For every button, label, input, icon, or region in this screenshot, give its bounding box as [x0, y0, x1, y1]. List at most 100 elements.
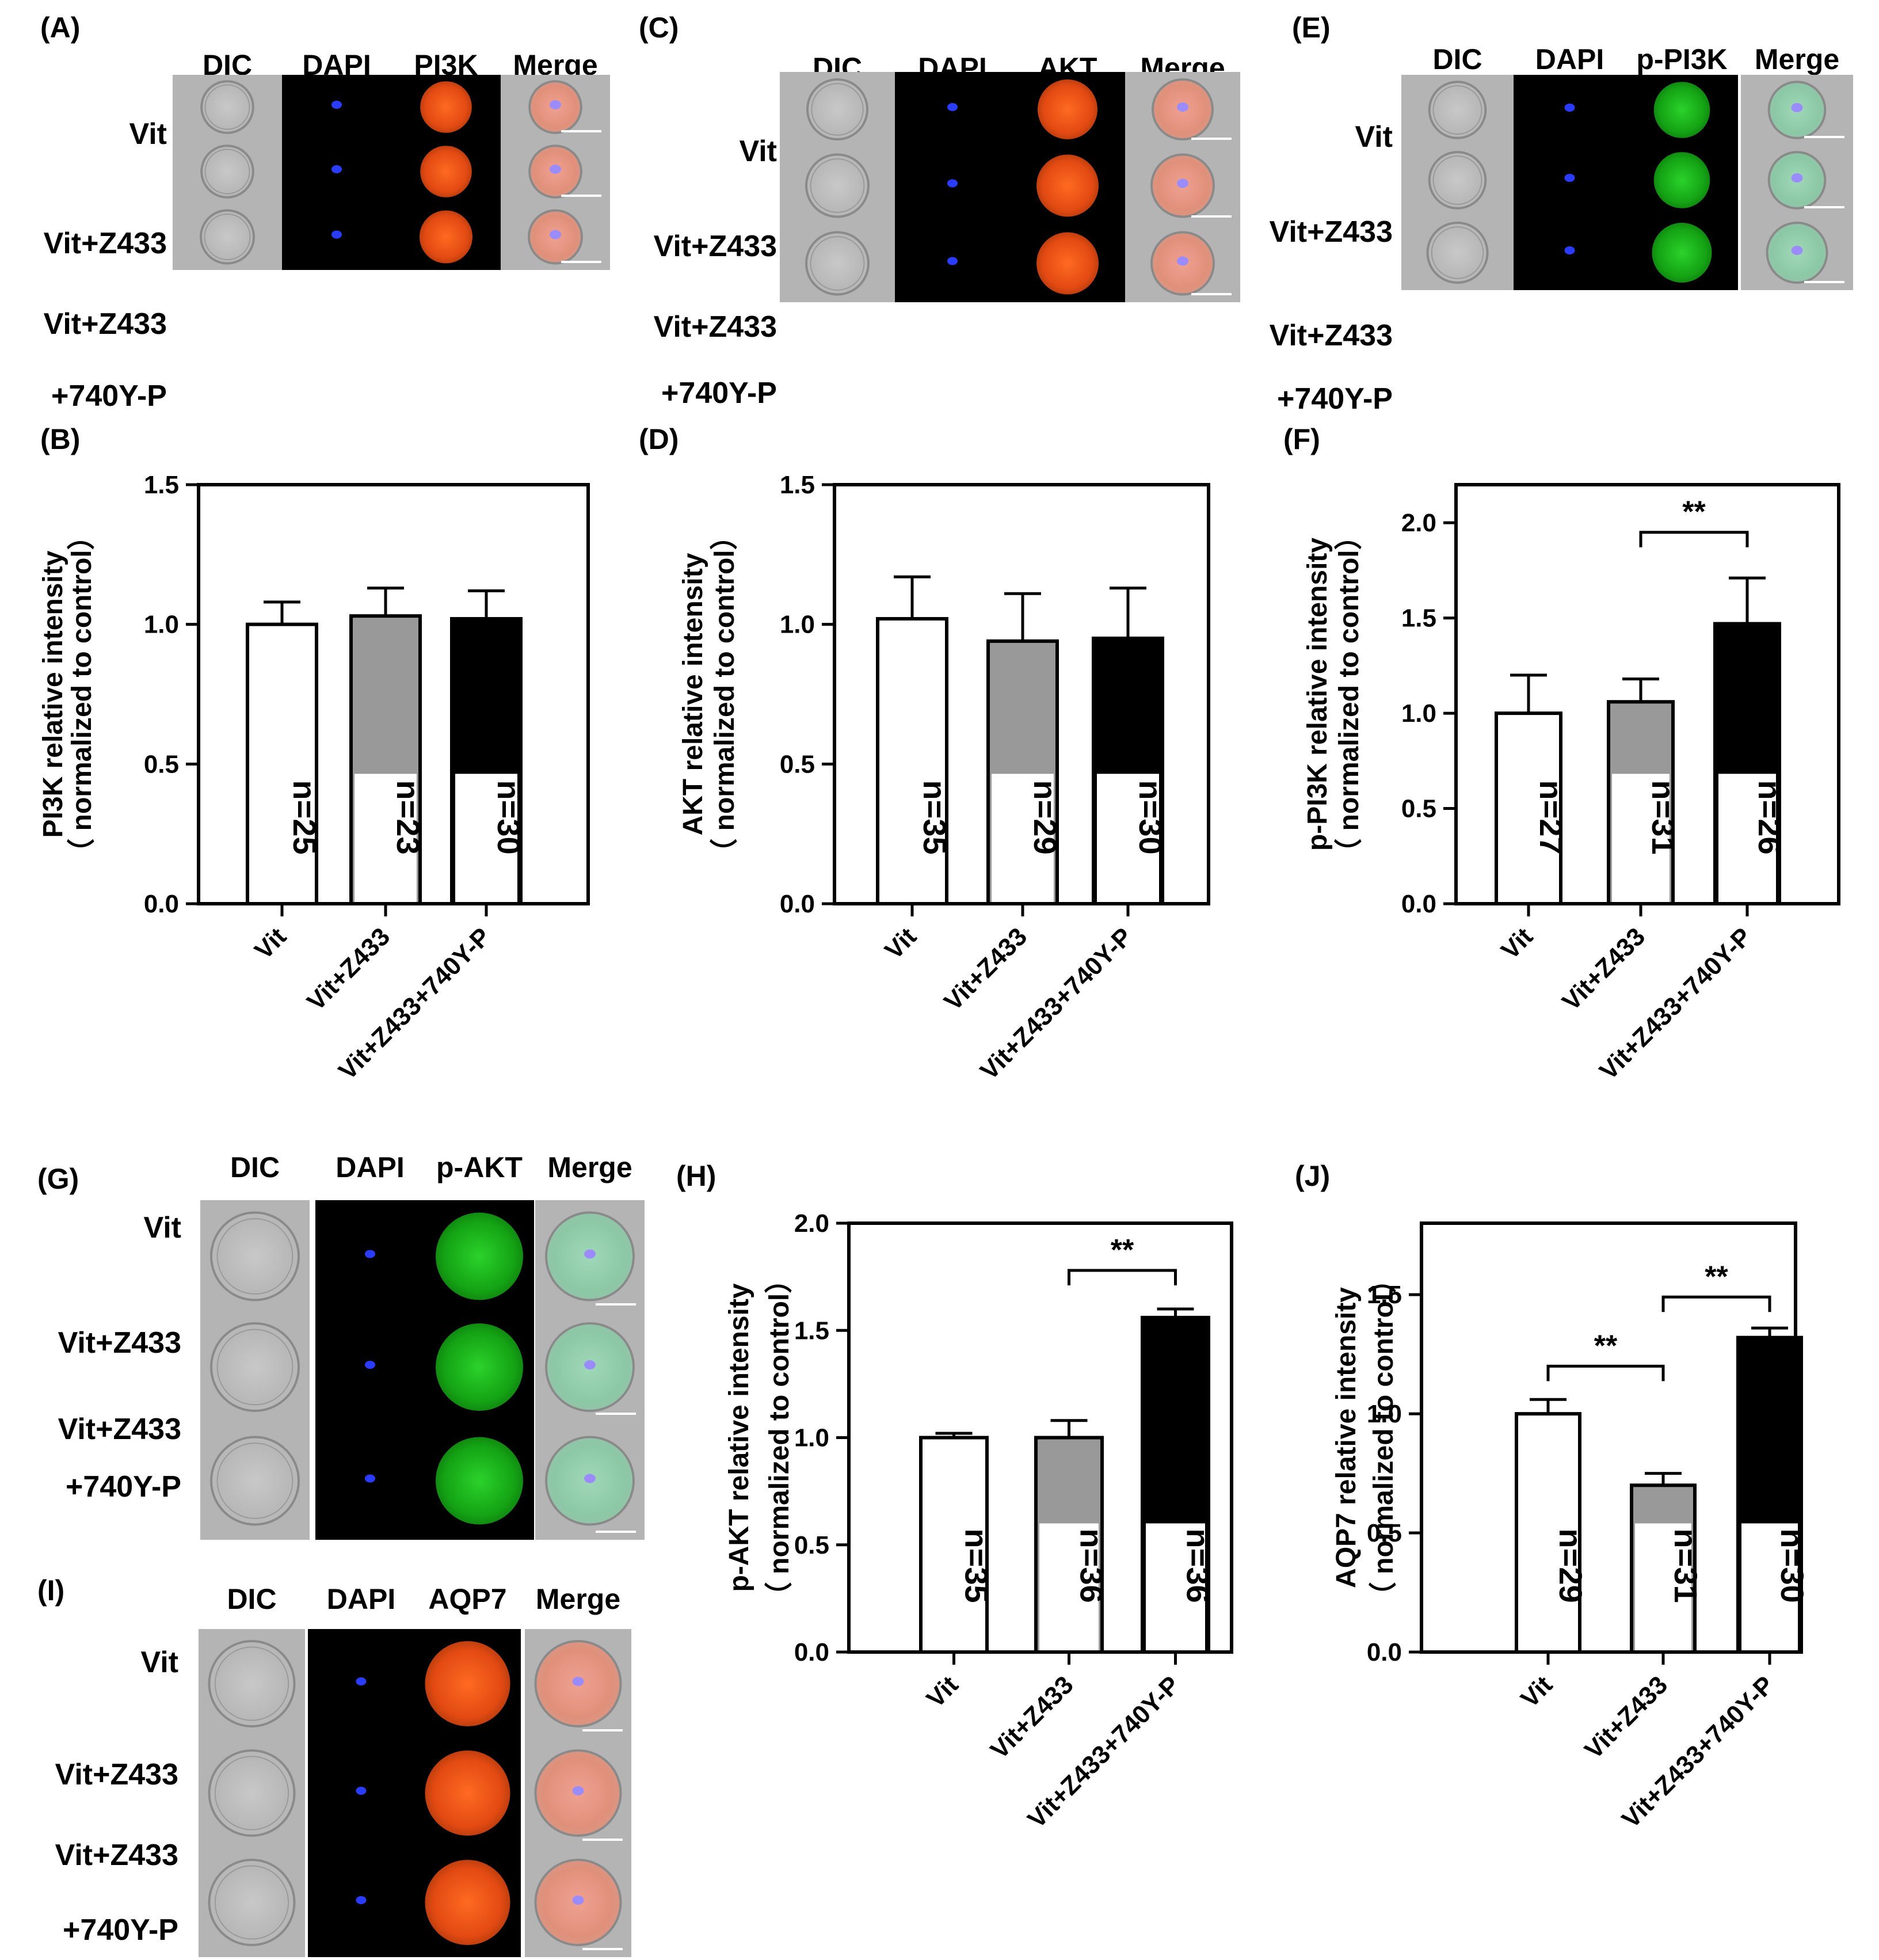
- column-header: DIC: [1432, 43, 1482, 75]
- n-label: n=31: [1645, 780, 1682, 854]
- column-header: Merge: [536, 1583, 620, 1615]
- image-panel-E: (E) DIC DAPI p-PI3K Merge Vit Vit+Z433 Vit+Z433…: [1270, 12, 1853, 416]
- oocyte-dic-inner: [1431, 226, 1484, 279]
- merge-nucleus: [584, 1474, 596, 1483]
- x-tick-label: Vit: [1515, 1670, 1558, 1713]
- dapi-nucleus: [331, 165, 342, 173]
- oocyte-dic-inner: [1432, 155, 1482, 205]
- row-label: Vit: [129, 117, 167, 151]
- y-tick-label: 1.5: [780, 471, 815, 499]
- image-panel-I: (I) DIC DAPI AQP7 Merge Vit Vit+Z433 Vit+Z433 +7…: [37, 1574, 631, 1957]
- y-axis-label-2: （ normalized to control）: [67, 522, 97, 866]
- oocyte-dic-inner: [216, 1443, 294, 1519]
- bar-label-box: [1718, 774, 1776, 902]
- row-label: +740Y-P: [66, 1470, 181, 1504]
- column-header: DIC: [230, 1151, 280, 1183]
- dapi-nucleus: [356, 1787, 367, 1795]
- x-tick-label: Vit+Z433: [1579, 1670, 1673, 1764]
- row-label: Vit+Z433: [654, 310, 777, 344]
- n-label: n=29: [1553, 1528, 1589, 1603]
- y-tick-label: 1.5: [794, 1316, 829, 1345]
- x-tick-label: Vit: [879, 922, 922, 965]
- n-label: n=35: [917, 780, 953, 854]
- n-label: n=29: [1027, 780, 1064, 854]
- y-axis-label: AQP7 relative intensity: [1331, 1287, 1362, 1588]
- y-tick-label: 2.0: [794, 1209, 829, 1238]
- significance-bracket: [1639, 531, 1749, 547]
- merge-nucleus: [550, 165, 561, 174]
- significance-label: **: [1111, 1234, 1134, 1267]
- dapi-nucleus: [365, 1250, 375, 1258]
- oocyte-dic: [208, 1859, 296, 1946]
- oocyte-dic-inner: [214, 1865, 289, 1940]
- signal-oocyte: [420, 146, 472, 197]
- column-header: Merge: [1755, 43, 1839, 75]
- signal-oocyte: [425, 1641, 510, 1726]
- signal-oocyte: [436, 1437, 523, 1525]
- oocyte-dic: [200, 209, 255, 265]
- panel-label: (A): [40, 12, 80, 44]
- column-header: DIC: [227, 1583, 276, 1615]
- significance-bracket: [1546, 1364, 1665, 1381]
- signal-oocyte: [1036, 154, 1099, 217]
- bar-label-box: [1146, 1523, 1205, 1650]
- bar-label-box: [1039, 1523, 1099, 1650]
- oocyte-dic-inner: [216, 1329, 294, 1406]
- oocyte-dic: [1428, 151, 1487, 210]
- chart-3: (H) 0.0 0.5 1.0 1.5 2.0 p-AKT relative intensi…: [676, 1160, 1233, 1834]
- merge-nucleus: [1791, 103, 1803, 112]
- dapi-nucleus: [947, 103, 958, 111]
- bar-label-box: [1612, 774, 1670, 902]
- oocyte-dic-inner: [204, 149, 250, 195]
- n-label: n=36: [1074, 1528, 1110, 1603]
- dapi-nucleus: [1564, 104, 1575, 112]
- chart-0: (B) 0.0 0.5 1.0 1.5 PI3K relative intensity（ …: [38, 423, 590, 1086]
- row-label: Vit+Z433: [55, 1758, 178, 1791]
- column-header: Merge: [547, 1151, 632, 1183]
- merge-nucleus: [584, 1360, 596, 1369]
- oocyte-dic: [806, 78, 868, 140]
- signal-oocyte: [1038, 79, 1097, 139]
- row-label: Vit: [140, 1646, 178, 1679]
- n-label: n=30: [1774, 1528, 1811, 1603]
- panel-label: (I): [37, 1574, 64, 1607]
- oocyte-dic-inner: [810, 158, 865, 213]
- oocyte-dic: [805, 231, 870, 296]
- panel-label: (H): [676, 1160, 716, 1192]
- oocyte-dic: [210, 1211, 300, 1301]
- dapi-nucleus: [1564, 174, 1575, 182]
- x-tick-label: Vit+Z433: [985, 1670, 1079, 1764]
- y-tick-label: 2.0: [1401, 509, 1436, 537]
- x-tick-label: Vit: [1496, 922, 1538, 965]
- panel-label: (F): [1283, 423, 1320, 455]
- row-label: +740Y-P: [661, 376, 777, 410]
- merge-nucleus: [572, 1896, 584, 1905]
- signal-oocyte: [420, 81, 472, 133]
- oocyte-dic: [210, 1436, 300, 1526]
- y-tick-label: 0.0: [780, 890, 815, 918]
- y-tick-label: 1.0: [1367, 1400, 1402, 1428]
- image-panel-A: (A)DIC DAPI PI3K MergeVitVit+Z433Vit+Z433+7…: [40, 12, 610, 413]
- panel-label: (D): [639, 423, 679, 455]
- column-header: DAPI: [1535, 43, 1604, 75]
- y-tick-label: 0.5: [794, 1531, 829, 1559]
- y-tick-label: 1.0: [780, 611, 815, 639]
- y-tick-label: 1.5: [1367, 1281, 1402, 1309]
- y-tick-label: 0.0: [1367, 1638, 1402, 1666]
- row-label: +740Y-P: [51, 379, 167, 413]
- merge-nucleus: [572, 1786, 584, 1795]
- signal-oocyte: [1653, 82, 1710, 138]
- n-label: n=26: [1752, 780, 1788, 854]
- bar: [919, 1436, 989, 1654]
- oocyte-dic: [208, 1749, 296, 1837]
- bar-label-box: [992, 774, 1054, 902]
- column-header: AQP7: [428, 1583, 506, 1615]
- row-label: Vit+Z433: [55, 1839, 178, 1872]
- bar: [876, 616, 948, 905]
- merge-nucleus: [1791, 246, 1803, 255]
- chart-2: (F) 0.0 0.5 1.0 1.5 2.0 p-PI3K relative intens…: [1283, 423, 1840, 1086]
- row-label: +740Y-P: [63, 1913, 178, 1947]
- significance-label: **: [1594, 1329, 1618, 1363]
